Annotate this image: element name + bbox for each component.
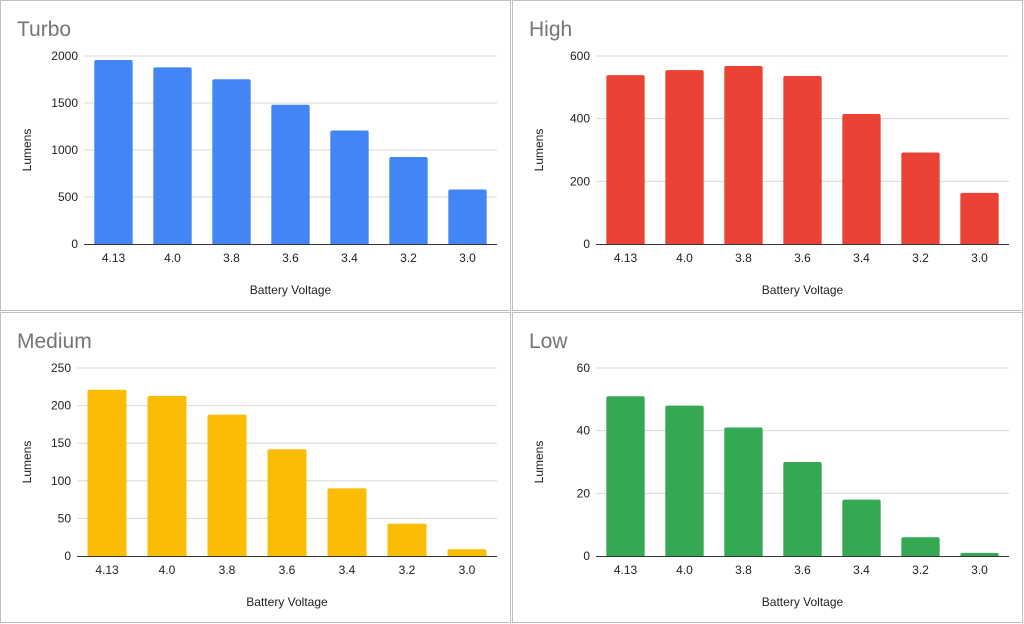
chart-panel-turbo: Turbo 0 500 1000 1500 2000 4.13 4.0 3.8 3.6 3.4 3.2… <box>0 0 511 311</box>
x-tick-label: 3.6 <box>279 563 296 577</box>
bar <box>783 462 822 556</box>
chart-medium: Medium 0 50 100 150 200 250 4.13 4.0 3.8 3.6 3.4 3.2… <box>17 330 497 609</box>
x-axis-label: Battery Voltage <box>762 595 844 609</box>
x-tick-label: 3.2 <box>399 563 416 577</box>
bar <box>87 389 127 556</box>
y-tick-label: 200 <box>570 174 590 188</box>
y-tick-label: 1000 <box>51 143 78 157</box>
y-tick-label: 400 <box>570 112 590 126</box>
bar <box>207 414 247 556</box>
bar <box>842 499 881 556</box>
y-tick-label: 50 <box>58 511 72 525</box>
bar <box>267 449 307 556</box>
chart-title: High <box>529 18 572 41</box>
x-tick-label: 3.2 <box>400 251 417 265</box>
x-tick-label: 4.0 <box>164 251 181 265</box>
bar <box>606 396 645 556</box>
y-axis-label: Lumens <box>20 441 34 484</box>
bar <box>960 192 999 244</box>
y-tick-label: 200 <box>51 399 71 413</box>
x-tick-label: 4.13 <box>614 563 638 577</box>
x-tick-label: 3.6 <box>794 251 811 265</box>
y-tick-label: 20 <box>577 486 591 500</box>
bar <box>724 66 763 244</box>
x-tick-label: 3.8 <box>735 563 752 577</box>
y-tick-label: 0 <box>583 237 590 251</box>
bar <box>94 60 133 245</box>
chart-title: Medium <box>17 330 92 353</box>
x-tick-label: 3.0 <box>459 251 476 265</box>
y-axis-label: Lumens <box>532 129 546 172</box>
y-tick-label: 0 <box>71 237 78 251</box>
bar <box>606 75 645 244</box>
bar <box>389 157 428 244</box>
x-tick-label: 4.0 <box>676 563 693 577</box>
y-tick-label: 150 <box>51 436 71 450</box>
x-tick-label: 3.8 <box>219 563 236 577</box>
chart-panel-medium: Medium 0 50 100 150 200 250 4.13 4.0 3.8 3.6 3.4 3.2… <box>0 312 511 623</box>
x-tick-label: 4.13 <box>614 251 638 265</box>
x-tick-label: 3.6 <box>794 563 811 577</box>
bar <box>212 79 251 244</box>
bar <box>271 104 310 244</box>
x-tick-label: 3.4 <box>339 563 356 577</box>
x-tick-label: 3.0 <box>459 563 476 577</box>
x-axis-label: Battery Voltage <box>246 595 328 609</box>
x-tick-label: 3.4 <box>853 563 870 577</box>
x-tick-label: 3.2 <box>912 563 929 577</box>
bar <box>387 523 427 556</box>
y-tick-label: 60 <box>577 361 591 375</box>
x-tick-label: 3.6 <box>282 251 299 265</box>
x-tick-label: 4.13 <box>95 563 119 577</box>
bar <box>901 537 940 556</box>
chart-panel-high: High 0 200 400 600 4.13 4.0 3.8 3.6 3.4 3.2 3.0 Batt… <box>512 0 1023 311</box>
bar <box>448 189 487 244</box>
bar <box>783 76 822 244</box>
bar <box>147 395 187 556</box>
chart-title: Turbo <box>17 18 71 41</box>
bar <box>327 488 367 556</box>
y-tick-label: 600 <box>570 49 590 63</box>
chart-title: Low <box>529 330 568 353</box>
chart-turbo: Turbo 0 500 1000 1500 2000 4.13 4.0 3.8 3.6 3.4 3.2… <box>17 18 497 297</box>
y-axis-label: Lumens <box>532 441 546 484</box>
chart-panel-low: Low 0 20 40 60 4.13 4.0 3.8 3.6 3.4 3.2 3.0 Battery … <box>512 312 1023 623</box>
x-tick-label: 3.8 <box>735 251 752 265</box>
x-tick-label: 3.4 <box>341 251 358 265</box>
x-tick-label: 3.0 <box>971 563 988 577</box>
chart-low: Low 0 20 40 60 4.13 4.0 3.8 3.6 3.4 3.2 3.0 Battery … <box>529 330 1009 609</box>
bar <box>960 552 999 556</box>
y-axis-label: Lumens <box>20 129 34 172</box>
bar <box>153 67 192 245</box>
x-tick-label: 3.0 <box>971 251 988 265</box>
x-tick-label: 3.8 <box>223 251 240 265</box>
y-tick-label: 250 <box>51 361 71 375</box>
x-axis-label: Battery Voltage <box>250 283 332 297</box>
y-tick-label: 40 <box>577 424 591 438</box>
bar <box>665 70 704 244</box>
x-tick-label: 4.0 <box>159 563 176 577</box>
y-tick-label: 0 <box>583 549 590 563</box>
bar <box>842 113 881 244</box>
x-axis-label: Battery Voltage <box>762 283 844 297</box>
y-tick-label: 2000 <box>51 49 78 63</box>
bar <box>901 152 940 244</box>
x-tick-label: 3.2 <box>912 251 929 265</box>
y-tick-label: 0 <box>64 549 71 563</box>
y-tick-label: 100 <box>51 474 71 488</box>
y-tick-label: 500 <box>58 190 78 204</box>
chart-high: High 0 200 400 600 4.13 4.0 3.8 3.6 3.4 3.2 3.0 Batt… <box>529 18 1009 297</box>
bar <box>447 549 487 556</box>
bar <box>665 405 704 556</box>
x-tick-label: 3.4 <box>853 251 870 265</box>
bar <box>330 130 369 244</box>
x-tick-label: 4.13 <box>102 251 126 265</box>
x-tick-label: 4.0 <box>676 251 693 265</box>
bar <box>724 427 763 556</box>
y-tick-label: 1500 <box>51 96 78 110</box>
